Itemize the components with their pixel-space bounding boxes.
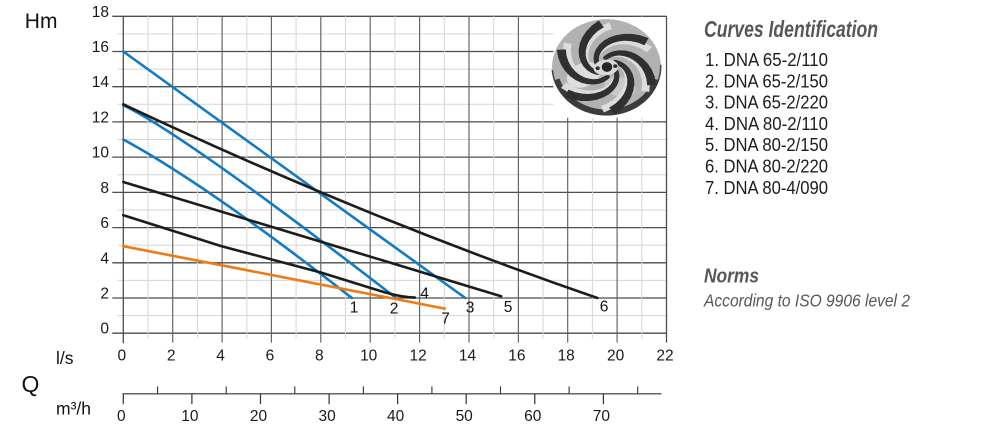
svg-text:60: 60 <box>524 408 542 425</box>
svg-text:2: 2 <box>100 286 109 303</box>
svg-text:2: 2 <box>390 301 399 318</box>
svg-text:16: 16 <box>92 39 109 56</box>
svg-text:0: 0 <box>117 348 126 365</box>
svg-text:30: 30 <box>318 408 336 425</box>
svg-text:14: 14 <box>92 74 110 91</box>
svg-text:10: 10 <box>92 145 110 162</box>
svg-text:70: 70 <box>593 408 611 425</box>
svg-text:8: 8 <box>315 348 324 365</box>
svg-text:10: 10 <box>181 408 199 425</box>
svg-text:10: 10 <box>360 348 378 365</box>
svg-text:20: 20 <box>250 408 268 425</box>
svg-text:5. DNA 80-2/150: 5. DNA 80-2/150 <box>705 135 828 155</box>
svg-text:20: 20 <box>607 348 625 365</box>
svg-text:14: 14 <box>459 348 477 365</box>
svg-text:4. DNA 80-2/110: 4. DNA 80-2/110 <box>705 114 828 134</box>
svg-text:According to ISO 9906 level 2: According to ISO 9906 level 2 <box>703 291 910 311</box>
svg-text:6: 6 <box>266 348 275 365</box>
svg-text:Curves Identification: Curves Identification <box>704 16 878 42</box>
svg-text:Q: Q <box>22 371 40 397</box>
svg-text:6. DNA 80-2/220: 6. DNA 80-2/220 <box>705 157 828 177</box>
svg-text:l/s: l/s <box>56 348 74 368</box>
svg-text:3. DNA 65-2/220: 3. DNA 65-2/220 <box>705 93 828 113</box>
svg-text:1. DNA 65-2/110: 1. DNA 65-2/110 <box>705 50 828 70</box>
svg-text:4: 4 <box>216 348 225 365</box>
svg-text:18: 18 <box>92 4 109 21</box>
svg-text:5: 5 <box>504 299 513 316</box>
svg-text:1: 1 <box>350 300 359 317</box>
svg-text:6: 6 <box>100 215 109 232</box>
svg-text:m³/h: m³/h <box>56 399 91 419</box>
svg-text:18: 18 <box>558 348 575 365</box>
svg-text:7: 7 <box>441 311 450 328</box>
svg-text:4: 4 <box>100 250 109 267</box>
svg-text:2. DNA 65-2/150: 2. DNA 65-2/150 <box>705 71 828 91</box>
svg-text:Norms: Norms <box>704 266 759 288</box>
svg-text:0: 0 <box>117 408 126 425</box>
svg-text:12: 12 <box>409 348 426 365</box>
svg-text:16: 16 <box>508 348 525 365</box>
svg-text:2: 2 <box>167 348 176 365</box>
svg-text:0: 0 <box>100 321 109 338</box>
svg-text:Hm: Hm <box>25 10 58 33</box>
svg-text:50: 50 <box>456 408 474 425</box>
svg-text:8: 8 <box>100 180 109 197</box>
svg-text:6: 6 <box>600 299 609 316</box>
svg-text:12: 12 <box>92 109 109 126</box>
svg-text:22: 22 <box>656 348 673 365</box>
svg-text:4: 4 <box>420 286 429 303</box>
svg-text:40: 40 <box>387 408 405 425</box>
svg-text:7. DNA 80-4/090: 7. DNA 80-4/090 <box>705 178 828 198</box>
svg-text:3: 3 <box>466 300 475 317</box>
